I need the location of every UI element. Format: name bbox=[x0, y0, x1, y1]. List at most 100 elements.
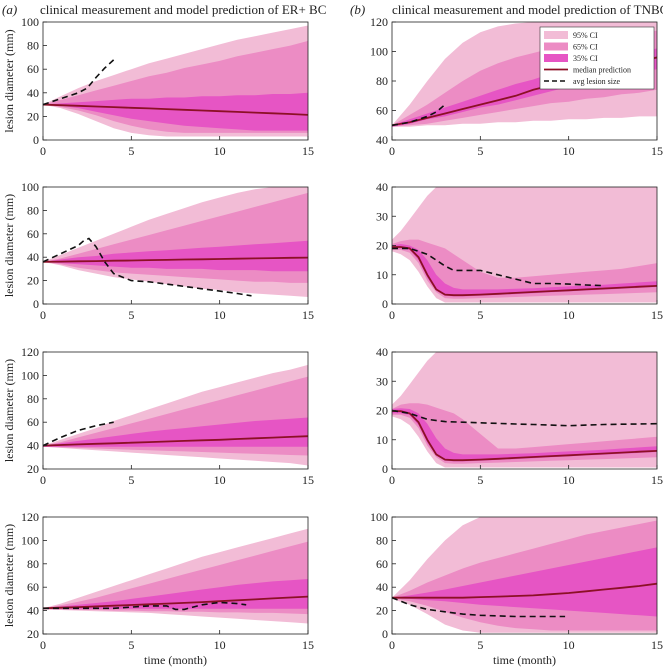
avg-lesion-line bbox=[392, 596, 566, 618]
y-tick-label: 60 bbox=[376, 104, 388, 118]
x-tick-label: 15 bbox=[302, 638, 314, 652]
subplot-a-row3: 0 5 10 15 20 40 60 80 100 120 lesion diameter (mm) bbox=[2, 345, 314, 487]
y-tick-label: 80 bbox=[27, 557, 39, 571]
avg-lesion-line bbox=[43, 237, 252, 297]
avg-lesion-line bbox=[392, 409, 657, 427]
y-tick-label: 80 bbox=[27, 203, 39, 217]
x-tick-label: 10 bbox=[214, 144, 226, 158]
x-tick-label: 5 bbox=[128, 144, 134, 158]
avg-lesion-line bbox=[392, 247, 605, 287]
subplot-a-row1: 0 5 10 15 0 20 40 60 80 100 lesion diameter (mm) bbox=[2, 15, 314, 158]
panel-b-letter: (b) bbox=[350, 2, 365, 17]
y-tick-label: 40 bbox=[376, 133, 388, 147]
y-tick-label: 100 bbox=[21, 368, 39, 382]
panel-a-title: clinical measurement and model predictio… bbox=[40, 2, 326, 17]
ci35-band bbox=[43, 579, 308, 609]
x-tick-label: 5 bbox=[128, 308, 134, 322]
legend-swatch-ci95 bbox=[544, 31, 568, 39]
axes-frame bbox=[42, 21, 309, 141]
x-tick-label: 5 bbox=[477, 473, 483, 487]
y-tick-label: 40 bbox=[27, 604, 39, 618]
x-tick-label: 0 bbox=[40, 308, 46, 322]
x-tick-label: 15 bbox=[651, 473, 663, 487]
x-tick-label: 10 bbox=[563, 473, 575, 487]
x-axis-label: time (month) bbox=[144, 653, 207, 667]
y-axis-label: lesion diameter (mm) bbox=[2, 194, 16, 297]
y-tick-label: 30 bbox=[376, 374, 388, 388]
x-tick-label: 15 bbox=[302, 308, 314, 322]
legend-label: 65% CI bbox=[573, 43, 598, 52]
legend-label: 95% CI bbox=[573, 31, 598, 40]
y-tick-label: 0 bbox=[382, 627, 388, 641]
median-line bbox=[43, 595, 308, 610]
subplot-a-row4: 0 5 10 15 20 40 60 80 100 120 lesion diameter (mm)… bbox=[2, 510, 314, 667]
y-tick-label: 120 bbox=[21, 345, 39, 359]
y-tick-label: 40 bbox=[27, 250, 39, 264]
plot-area bbox=[392, 352, 657, 468]
y-tick-label: 100 bbox=[21, 180, 39, 194]
axes-frame bbox=[42, 186, 309, 305]
y-tick-label: 20 bbox=[376, 239, 388, 253]
y-axis-label: lesion diameter (mm) bbox=[2, 359, 16, 462]
legend-label: median prediction bbox=[573, 66, 631, 75]
ci35-band bbox=[43, 240, 308, 272]
y-tick-label: 20 bbox=[27, 274, 39, 288]
legend-label: 35% CI bbox=[573, 54, 598, 63]
y-tick-label: 40 bbox=[376, 180, 388, 194]
y-tick-label: 40 bbox=[27, 439, 39, 453]
x-tick-label: 5 bbox=[128, 473, 134, 487]
y-tick-label: 60 bbox=[27, 415, 39, 429]
y-tick-label: 100 bbox=[370, 510, 388, 524]
legend: 95% CI 65% CI 35% CI median prediction avg l… bbox=[539, 26, 655, 90]
plot-area bbox=[43, 528, 308, 624]
x-tick-label: 15 bbox=[651, 144, 663, 158]
x-tick-label: 15 bbox=[651, 308, 663, 322]
avg-lesion-line bbox=[43, 601, 247, 611]
x-tick-label: 5 bbox=[477, 638, 483, 652]
y-tick-label: 60 bbox=[376, 557, 388, 571]
ci65-band bbox=[392, 403, 657, 464]
x-tick-label: 10 bbox=[563, 638, 575, 652]
ci65-band bbox=[392, 239, 657, 299]
x-tick-label: 5 bbox=[128, 638, 134, 652]
y-tick-label: 60 bbox=[27, 227, 39, 241]
y-tick-label: 20 bbox=[376, 604, 388, 618]
x-tick-label: 10 bbox=[214, 473, 226, 487]
y-tick-label: 120 bbox=[370, 15, 388, 29]
x-tick-label: 15 bbox=[302, 144, 314, 158]
median-line bbox=[392, 582, 657, 599]
y-tick-label: 100 bbox=[21, 15, 39, 29]
y-tick-label: 0 bbox=[382, 462, 388, 476]
y-tick-label: 80 bbox=[27, 39, 39, 53]
y-tick-label: 20 bbox=[27, 462, 39, 476]
panel-b-title: clinical measurement and model predictio… bbox=[392, 2, 663, 17]
y-tick-label: 100 bbox=[21, 533, 39, 547]
x-tick-label: 5 bbox=[477, 144, 483, 158]
avg-lesion-line bbox=[43, 59, 115, 106]
plot-area bbox=[43, 364, 308, 466]
y-tick-label: 20 bbox=[27, 109, 39, 123]
y-tick-label: 20 bbox=[27, 627, 39, 641]
ci35-band bbox=[43, 92, 308, 131]
legend-label: avg lesion size bbox=[573, 77, 621, 86]
y-tick-label: 10 bbox=[376, 433, 388, 447]
y-tick-label: 0 bbox=[33, 297, 39, 311]
x-tick-label: 0 bbox=[40, 638, 46, 652]
x-tick-label: 15 bbox=[651, 638, 663, 652]
subplot-b-row3: 0 5 10 15 0 10 20 30 40 bbox=[376, 345, 663, 487]
y-axis-label: lesion diameter (mm) bbox=[2, 524, 16, 627]
y-tick-label: 10 bbox=[376, 268, 388, 282]
x-tick-label: 10 bbox=[214, 308, 226, 322]
x-tick-label: 15 bbox=[302, 473, 314, 487]
x-tick-label: 0 bbox=[40, 144, 46, 158]
y-tick-label: 60 bbox=[27, 62, 39, 76]
ci35-band bbox=[392, 547, 657, 617]
y-tick-label: 20 bbox=[376, 404, 388, 418]
y-tick-label: 80 bbox=[27, 392, 39, 406]
plot-area bbox=[43, 187, 308, 297]
subplot-b-row4: 0 5 10 15 0 20 40 60 80 100 time (month) bbox=[370, 510, 663, 667]
median-line bbox=[392, 246, 657, 297]
y-tick-label: 40 bbox=[27, 86, 39, 100]
avg-lesion-line bbox=[392, 103, 446, 127]
